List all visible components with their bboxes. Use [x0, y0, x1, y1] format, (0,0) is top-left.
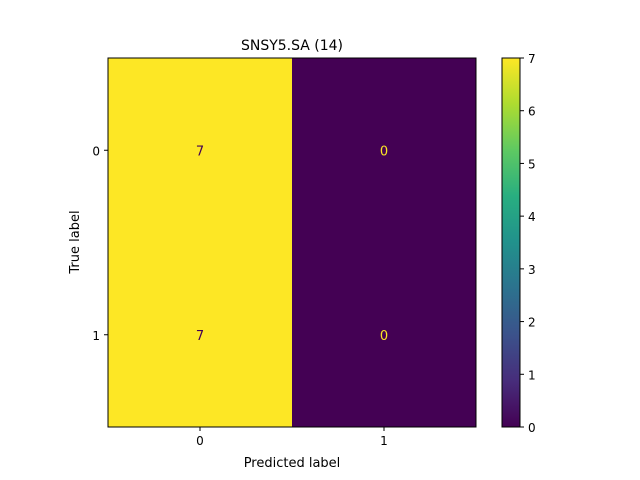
y-tick-label: 0: [92, 144, 100, 158]
colorbar-tick-label: 6: [528, 105, 536, 119]
colorbar-tick-label: 5: [528, 157, 536, 171]
y-tick-label: 1: [92, 329, 100, 343]
colorbar-tick-label: 2: [528, 316, 536, 330]
colorbar-tick-label: 3: [528, 263, 536, 277]
cell-value-label: 7: [196, 329, 204, 344]
x-tick-label: 0: [196, 434, 204, 448]
cell-value-label: 7: [196, 144, 204, 159]
y-axis-ticks: 01: [92, 144, 108, 343]
chart-title: SNSY5.SA (14): [241, 38, 343, 54]
colorbar-tick-label: 7: [528, 52, 536, 66]
colorbar-tick-label: 0: [528, 421, 536, 435]
heatmap-cells: [108, 58, 476, 427]
y-axis-label: True label: [68, 210, 83, 274]
heatmap-cell: [292, 242, 476, 427]
colorbar-ticks: 0 1 2 3 4 5 6 7: [520, 52, 536, 435]
heatmap-cell: [108, 58, 292, 243]
colorbar-tick-label: 4: [528, 210, 536, 224]
heatmap-cell-labels: 7 0 7 0: [196, 144, 388, 344]
plot-frame: [107, 57, 477, 428]
heatmap-cell: [292, 58, 476, 243]
colorbar-tick-label: 1: [528, 368, 536, 382]
heatmap-cell: [108, 242, 292, 427]
colorbar-gradient: [501, 57, 521, 428]
colorbar: 0 1 2 3 4 5 6 7: [501, 52, 536, 435]
cell-value-label: 0: [380, 144, 388, 159]
x-tick-label: 1: [380, 434, 388, 448]
cell-value-label: 0: [380, 329, 388, 344]
x-axis-label: Predicted label: [244, 456, 341, 471]
